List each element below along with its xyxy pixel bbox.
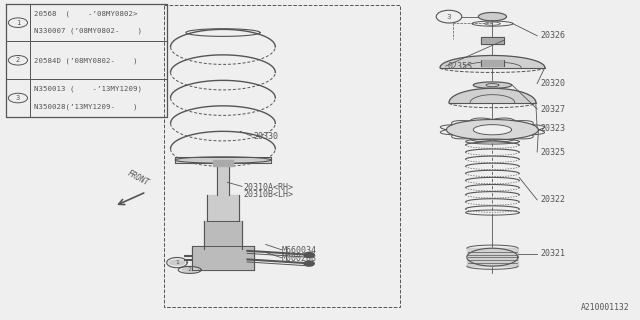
Text: 1: 1 [175, 260, 179, 265]
Text: 3: 3 [447, 14, 451, 20]
Text: 20310A<RH>: 20310A<RH> [243, 183, 293, 192]
Text: 20321: 20321 [540, 250, 565, 259]
Text: N350028(’13MY1209-    ): N350028(’13MY1209- ) [34, 103, 138, 109]
Polygon shape [478, 12, 506, 21]
Text: 20327: 20327 [540, 105, 565, 114]
Text: 20326: 20326 [540, 31, 565, 40]
Text: 20323: 20323 [540, 124, 565, 132]
Polygon shape [182, 268, 197, 272]
Polygon shape [474, 124, 511, 135]
Text: 20330: 20330 [253, 132, 278, 140]
Text: N330007 (’08MY0802-    ): N330007 (’08MY0802- ) [34, 28, 142, 34]
Text: 20320: 20320 [540, 79, 565, 88]
Text: 20322: 20322 [540, 195, 565, 204]
Text: 20568  (    -’08MY0802>: 20568 ( -’08MY0802> [34, 11, 138, 17]
Text: N350013 (    -’13MY1209): N350013 ( -’13MY1209) [34, 86, 142, 92]
Text: 20310B<LH>: 20310B<LH> [243, 189, 293, 199]
Text: 2: 2 [16, 57, 20, 63]
Text: 20584D (’08MY0802-    ): 20584D (’08MY0802- ) [34, 57, 138, 64]
Text: 3: 3 [16, 95, 20, 101]
Circle shape [304, 261, 314, 266]
Polygon shape [447, 120, 538, 140]
Text: M660034: M660034 [282, 246, 317, 255]
Polygon shape [474, 82, 511, 88]
Text: 20325: 20325 [540, 148, 565, 156]
Text: 1: 1 [16, 20, 20, 26]
Text: 2: 2 [188, 268, 192, 272]
Text: 0235S: 0235S [448, 61, 473, 70]
Circle shape [304, 252, 314, 258]
Text: A210001132: A210001132 [581, 303, 630, 312]
Text: M000288: M000288 [282, 254, 317, 263]
Text: FRONT: FRONT [125, 169, 150, 188]
Polygon shape [170, 260, 184, 265]
Polygon shape [467, 248, 518, 266]
